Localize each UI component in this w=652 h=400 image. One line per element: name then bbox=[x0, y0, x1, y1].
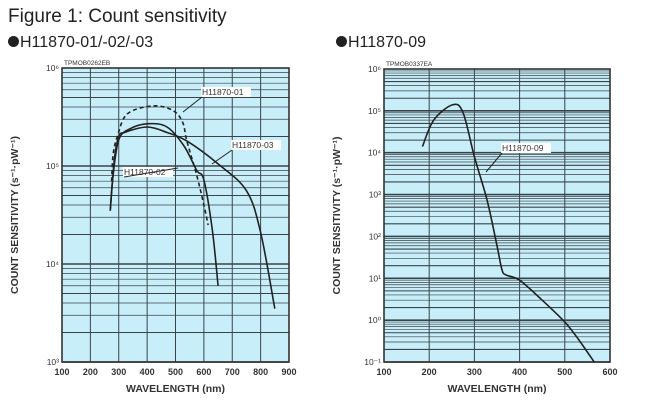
x-tick-label: 200 bbox=[83, 367, 98, 377]
y-tick-label: 10³ bbox=[369, 190, 381, 200]
series-leader-line bbox=[211, 149, 233, 165]
series-line-h11870-02 bbox=[110, 105, 209, 226]
plot-area bbox=[384, 69, 610, 362]
series-label: H11870-02 bbox=[124, 167, 166, 177]
series-leader-line bbox=[485, 152, 503, 173]
right-chart-title: H11870-09 bbox=[336, 34, 426, 52]
series-leader-line bbox=[182, 96, 203, 113]
x-tick-label: 200 bbox=[422, 367, 437, 377]
right-chart-title-text: H11870-09 bbox=[348, 34, 426, 51]
series-line-h11870-03 bbox=[109, 126, 276, 309]
figure-code: TPMOB0337EA bbox=[386, 61, 433, 68]
x-tick-label: 400 bbox=[140, 367, 155, 377]
series-leader-line bbox=[123, 167, 179, 178]
y-tick-label: 10¹ bbox=[369, 273, 381, 283]
series-label: H11870-03 bbox=[232, 140, 274, 150]
y-axis-label: COUNT SENSITIVITY (s⁻¹·pW⁻¹) bbox=[9, 136, 21, 294]
series-label-bg bbox=[501, 143, 551, 153]
x-axis-label: WAVELENGTH (nm) bbox=[448, 383, 547, 395]
x-tick-label: 600 bbox=[602, 367, 617, 377]
x-axis-label: WAVELENGTH (nm) bbox=[126, 383, 225, 395]
x-tick-label: 700 bbox=[225, 367, 240, 377]
bullet-icon bbox=[336, 36, 347, 47]
left-chart-title: H11870-01/-02/-03 bbox=[8, 34, 153, 52]
y-axis-label: COUNT SENSITIVITY (s⁻¹·pW⁻¹) bbox=[331, 137, 343, 295]
y-tick-label: 10⁴ bbox=[368, 148, 381, 158]
y-tick-label: 10² bbox=[369, 231, 381, 241]
x-tick-label: 100 bbox=[376, 367, 391, 377]
left-chart-title-text: H11870-01/-02/-03 bbox=[20, 34, 154, 51]
series-label-bg bbox=[201, 87, 251, 97]
y-tick-label: 10⁰ bbox=[368, 315, 381, 325]
x-tick-label: 300 bbox=[467, 367, 482, 377]
x-tick-label: 100 bbox=[54, 367, 69, 377]
y-tick-label: 10⁵ bbox=[46, 161, 59, 171]
series-label: H11870-09 bbox=[502, 143, 544, 153]
series-label: H11870-01 bbox=[202, 87, 244, 97]
x-tick-label: 400 bbox=[512, 367, 527, 377]
series-label-bg bbox=[123, 167, 173, 177]
x-tick-label: 300 bbox=[111, 367, 126, 377]
plot-frame bbox=[383, 68, 611, 363]
series-line-h11870-09 bbox=[421, 103, 595, 363]
series-label-bg bbox=[231, 140, 281, 150]
figure-code: TPMOB0262EB bbox=[64, 60, 110, 67]
y-tick-label: 10³ bbox=[47, 357, 59, 367]
x-tick-label: 500 bbox=[168, 367, 183, 377]
figure-title: Figure 1: Count sensitivity bbox=[8, 6, 227, 27]
x-tick-label: 900 bbox=[281, 367, 296, 377]
y-tick-label: 10⁵ bbox=[368, 106, 381, 116]
y-tick-label: 10⁶ bbox=[368, 64, 381, 74]
x-tick-label: 800 bbox=[253, 367, 268, 377]
y-tick-label: 10⁶ bbox=[46, 63, 59, 73]
chart-1: 100 200 300 400 500 600 10⁻¹ 10⁰ 10¹ 10² 10³ 10⁴ 10⁵… bbox=[331, 61, 618, 395]
x-tick-label: 600 bbox=[196, 367, 211, 377]
plot-frame bbox=[61, 67, 290, 363]
x-tick-label: 500 bbox=[557, 367, 572, 377]
y-tick-label: 10⁴ bbox=[46, 259, 59, 269]
chart-0: 100 200 300 400 500 600 700 800 900 10³ 10⁴ 10⁵ 10⁶ T… bbox=[9, 60, 297, 395]
bullet-icon bbox=[8, 36, 19, 47]
y-tick-label: 10⁻¹ bbox=[364, 357, 381, 367]
